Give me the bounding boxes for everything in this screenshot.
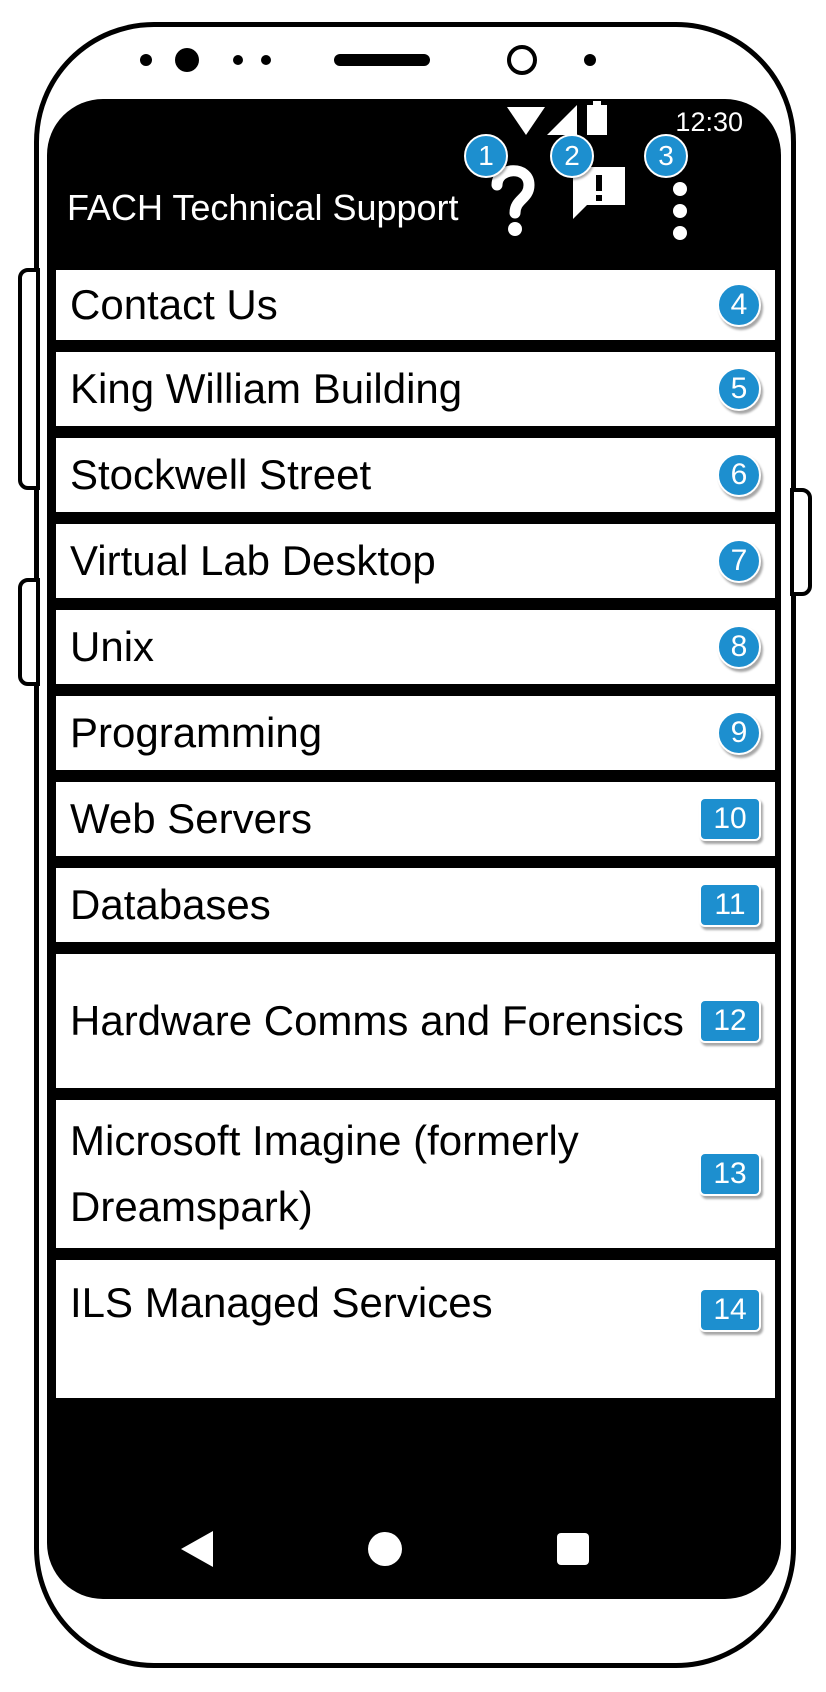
annotation-badge: 14	[699, 1288, 761, 1332]
list-item-label: Virtual Lab Desktop	[70, 528, 436, 594]
list-item-label: ILS Managed Services	[70, 1270, 493, 1336]
annotation-badge: 4	[717, 283, 761, 327]
annotation-badge: 8	[717, 625, 761, 669]
annotation-badge: 13	[699, 1152, 761, 1196]
app-title: FACH Technical Support	[67, 187, 459, 229]
front-camera	[175, 48, 199, 72]
annotation-badge: 5	[717, 367, 761, 411]
annotation-badge: 9	[717, 711, 761, 755]
annotation-badge: 10	[699, 797, 761, 841]
list-item[interactable]: Databases 11	[52, 864, 779, 946]
volume-down-button	[18, 578, 40, 686]
overflow-menu-button[interactable]	[667, 171, 693, 251]
list-item-label: Web Servers	[70, 786, 312, 852]
list-item[interactable]: Contact Us 4	[52, 266, 779, 344]
list-item[interactable]: Microsoft Imagine (formerly Dreamspark) 1…	[52, 1096, 779, 1252]
list-item[interactable]: King William Building 5	[52, 348, 779, 430]
sensor-dot	[584, 54, 596, 66]
navigation-bar	[47, 1499, 781, 1599]
list-item-label: Contact Us	[70, 272, 278, 338]
signal-icon	[547, 105, 577, 135]
menu-list: Contact Us 4 King William Building 5 Stockwe…	[52, 266, 779, 1398]
status-time: 12:30	[675, 107, 743, 138]
front-sensors	[0, 0, 826, 100]
list-item[interactable]: Stockwell Street 6	[52, 434, 779, 516]
annotation-badge: 6	[717, 453, 761, 497]
annotation-badge: 11	[699, 883, 761, 927]
list-item-label: Microsoft Imagine (formerly Dreamspark)	[70, 1108, 695, 1240]
annotation-marker-3: 3	[644, 134, 688, 178]
battery-icon	[587, 101, 607, 135]
sensor-dot	[140, 54, 152, 66]
list-item[interactable]: Web Servers 10	[52, 778, 779, 860]
annotation-marker-2: 2	[550, 134, 594, 178]
list-item[interactable]: ILS Managed Services 14	[52, 1256, 779, 1398]
recents-icon[interactable]	[557, 1533, 589, 1565]
proximity-sensor	[509, 47, 535, 73]
list-item-label: Programming	[70, 700, 322, 766]
list-item[interactable]: Programming 9	[52, 692, 779, 774]
home-icon[interactable]	[367, 1531, 403, 1567]
annotation-badge: 7	[717, 539, 761, 583]
back-icon[interactable]	[181, 1531, 213, 1567]
sensor-dot	[261, 55, 271, 65]
speaker-grille	[334, 54, 430, 66]
annotation-badge: 12	[699, 999, 761, 1043]
list-item-label: Databases	[70, 872, 271, 938]
list-item[interactable]: Hardware Comms and Forensics 12	[52, 950, 779, 1092]
overflow-menu-icon	[667, 171, 693, 251]
list-item-label: Hardware Comms and Forensics	[70, 988, 684, 1054]
list-item-label: King William Building	[70, 356, 462, 422]
list-item-label: Stockwell Street	[70, 442, 371, 508]
list-item[interactable]: Virtual Lab Desktop 7	[52, 520, 779, 602]
annotation-marker-1: 1	[464, 134, 508, 178]
list-item[interactable]: Unix 8	[52, 606, 779, 688]
sensor-dot	[233, 55, 243, 65]
wifi-icon	[507, 107, 545, 135]
power-button	[790, 488, 812, 596]
volume-up-button	[18, 268, 40, 490]
list-item-label: Unix	[70, 614, 154, 680]
